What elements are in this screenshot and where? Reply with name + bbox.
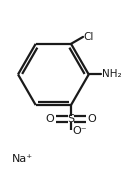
Text: S: S bbox=[67, 114, 75, 124]
Text: O⁻: O⁻ bbox=[72, 126, 87, 136]
Text: O: O bbox=[46, 114, 54, 124]
Text: Na⁺: Na⁺ bbox=[12, 154, 33, 164]
Text: NH₂: NH₂ bbox=[102, 69, 122, 79]
Text: Cl: Cl bbox=[84, 32, 94, 42]
Text: O: O bbox=[88, 114, 96, 124]
